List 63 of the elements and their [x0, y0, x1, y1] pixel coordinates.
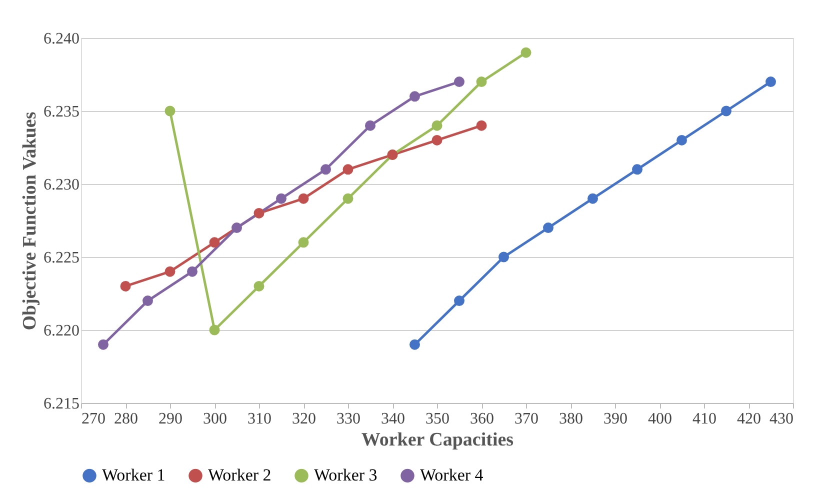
point — [432, 134, 442, 146]
point — [142, 296, 153, 306]
x-tick-label: 330 — [336, 410, 360, 428]
legend-label: Worker 3 — [314, 466, 378, 485]
point — [454, 296, 464, 306]
legend-label: Worker 2 — [208, 466, 272, 485]
point — [766, 76, 776, 88]
y-tick-label: 6.220 — [44, 322, 80, 340]
x-tick-label: 280 — [114, 410, 138, 428]
legend-label: Worker 1 — [102, 466, 166, 485]
point — [410, 339, 420, 350]
x-tick-label: 400 — [648, 410, 672, 428]
point — [721, 106, 732, 116]
point — [164, 106, 176, 116]
x-tick-label: 310 — [248, 410, 272, 428]
y-tick-label: 6.230 — [44, 176, 80, 194]
x-tick-label: 390 — [604, 410, 628, 428]
y-tick-label: 6.240 — [44, 30, 80, 48]
x-axis-title: Worker Capacities — [361, 430, 514, 450]
x-tick-label: 290 — [158, 410, 182, 428]
x-tick-label: 350 — [426, 410, 450, 428]
y-axis-title: Objective Function Vakues — [20, 112, 40, 330]
point — [232, 222, 242, 234]
point — [676, 134, 687, 146]
point — [632, 164, 642, 175]
point — [254, 280, 264, 292]
point — [254, 208, 264, 218]
y-tick-label: 6.225 — [44, 250, 80, 266]
point — [276, 193, 286, 204]
point — [98, 339, 108, 350]
point — [432, 120, 442, 131]
y-tick-label: 6.215 — [44, 396, 80, 412]
x-tick-label: 430 — [770, 410, 794, 428]
x-tick-label: 420 — [737, 410, 761, 428]
point — [365, 120, 376, 131]
x-tick-label: 360 — [470, 410, 494, 428]
x-tick-label: 320 — [292, 410, 316, 428]
point — [476, 76, 487, 88]
point — [164, 266, 176, 277]
point — [298, 193, 309, 204]
point — [498, 252, 509, 262]
x-tick-label: 410 — [692, 410, 716, 428]
point — [342, 164, 354, 175]
y-tick-label: 6.235 — [44, 104, 80, 120]
point — [209, 237, 220, 248]
point — [320, 164, 331, 175]
x-tick-label: 370 — [514, 410, 538, 428]
point — [520, 47, 532, 58]
point — [342, 193, 354, 204]
point — [298, 237, 309, 248]
x-tick-label: 380 — [559, 410, 583, 428]
x-tick-label: 270 — [82, 410, 106, 428]
point — [187, 266, 198, 277]
point — [588, 193, 598, 204]
point — [454, 76, 464, 88]
point — [543, 222, 554, 234]
point — [410, 91, 420, 102]
legend-label: Worker 4 — [420, 466, 484, 485]
x-tick-label: 300 — [203, 410, 227, 428]
point — [120, 280, 131, 292]
point — [476, 120, 487, 131]
x-tick-label: 340 — [381, 410, 405, 428]
point — [209, 324, 220, 336]
